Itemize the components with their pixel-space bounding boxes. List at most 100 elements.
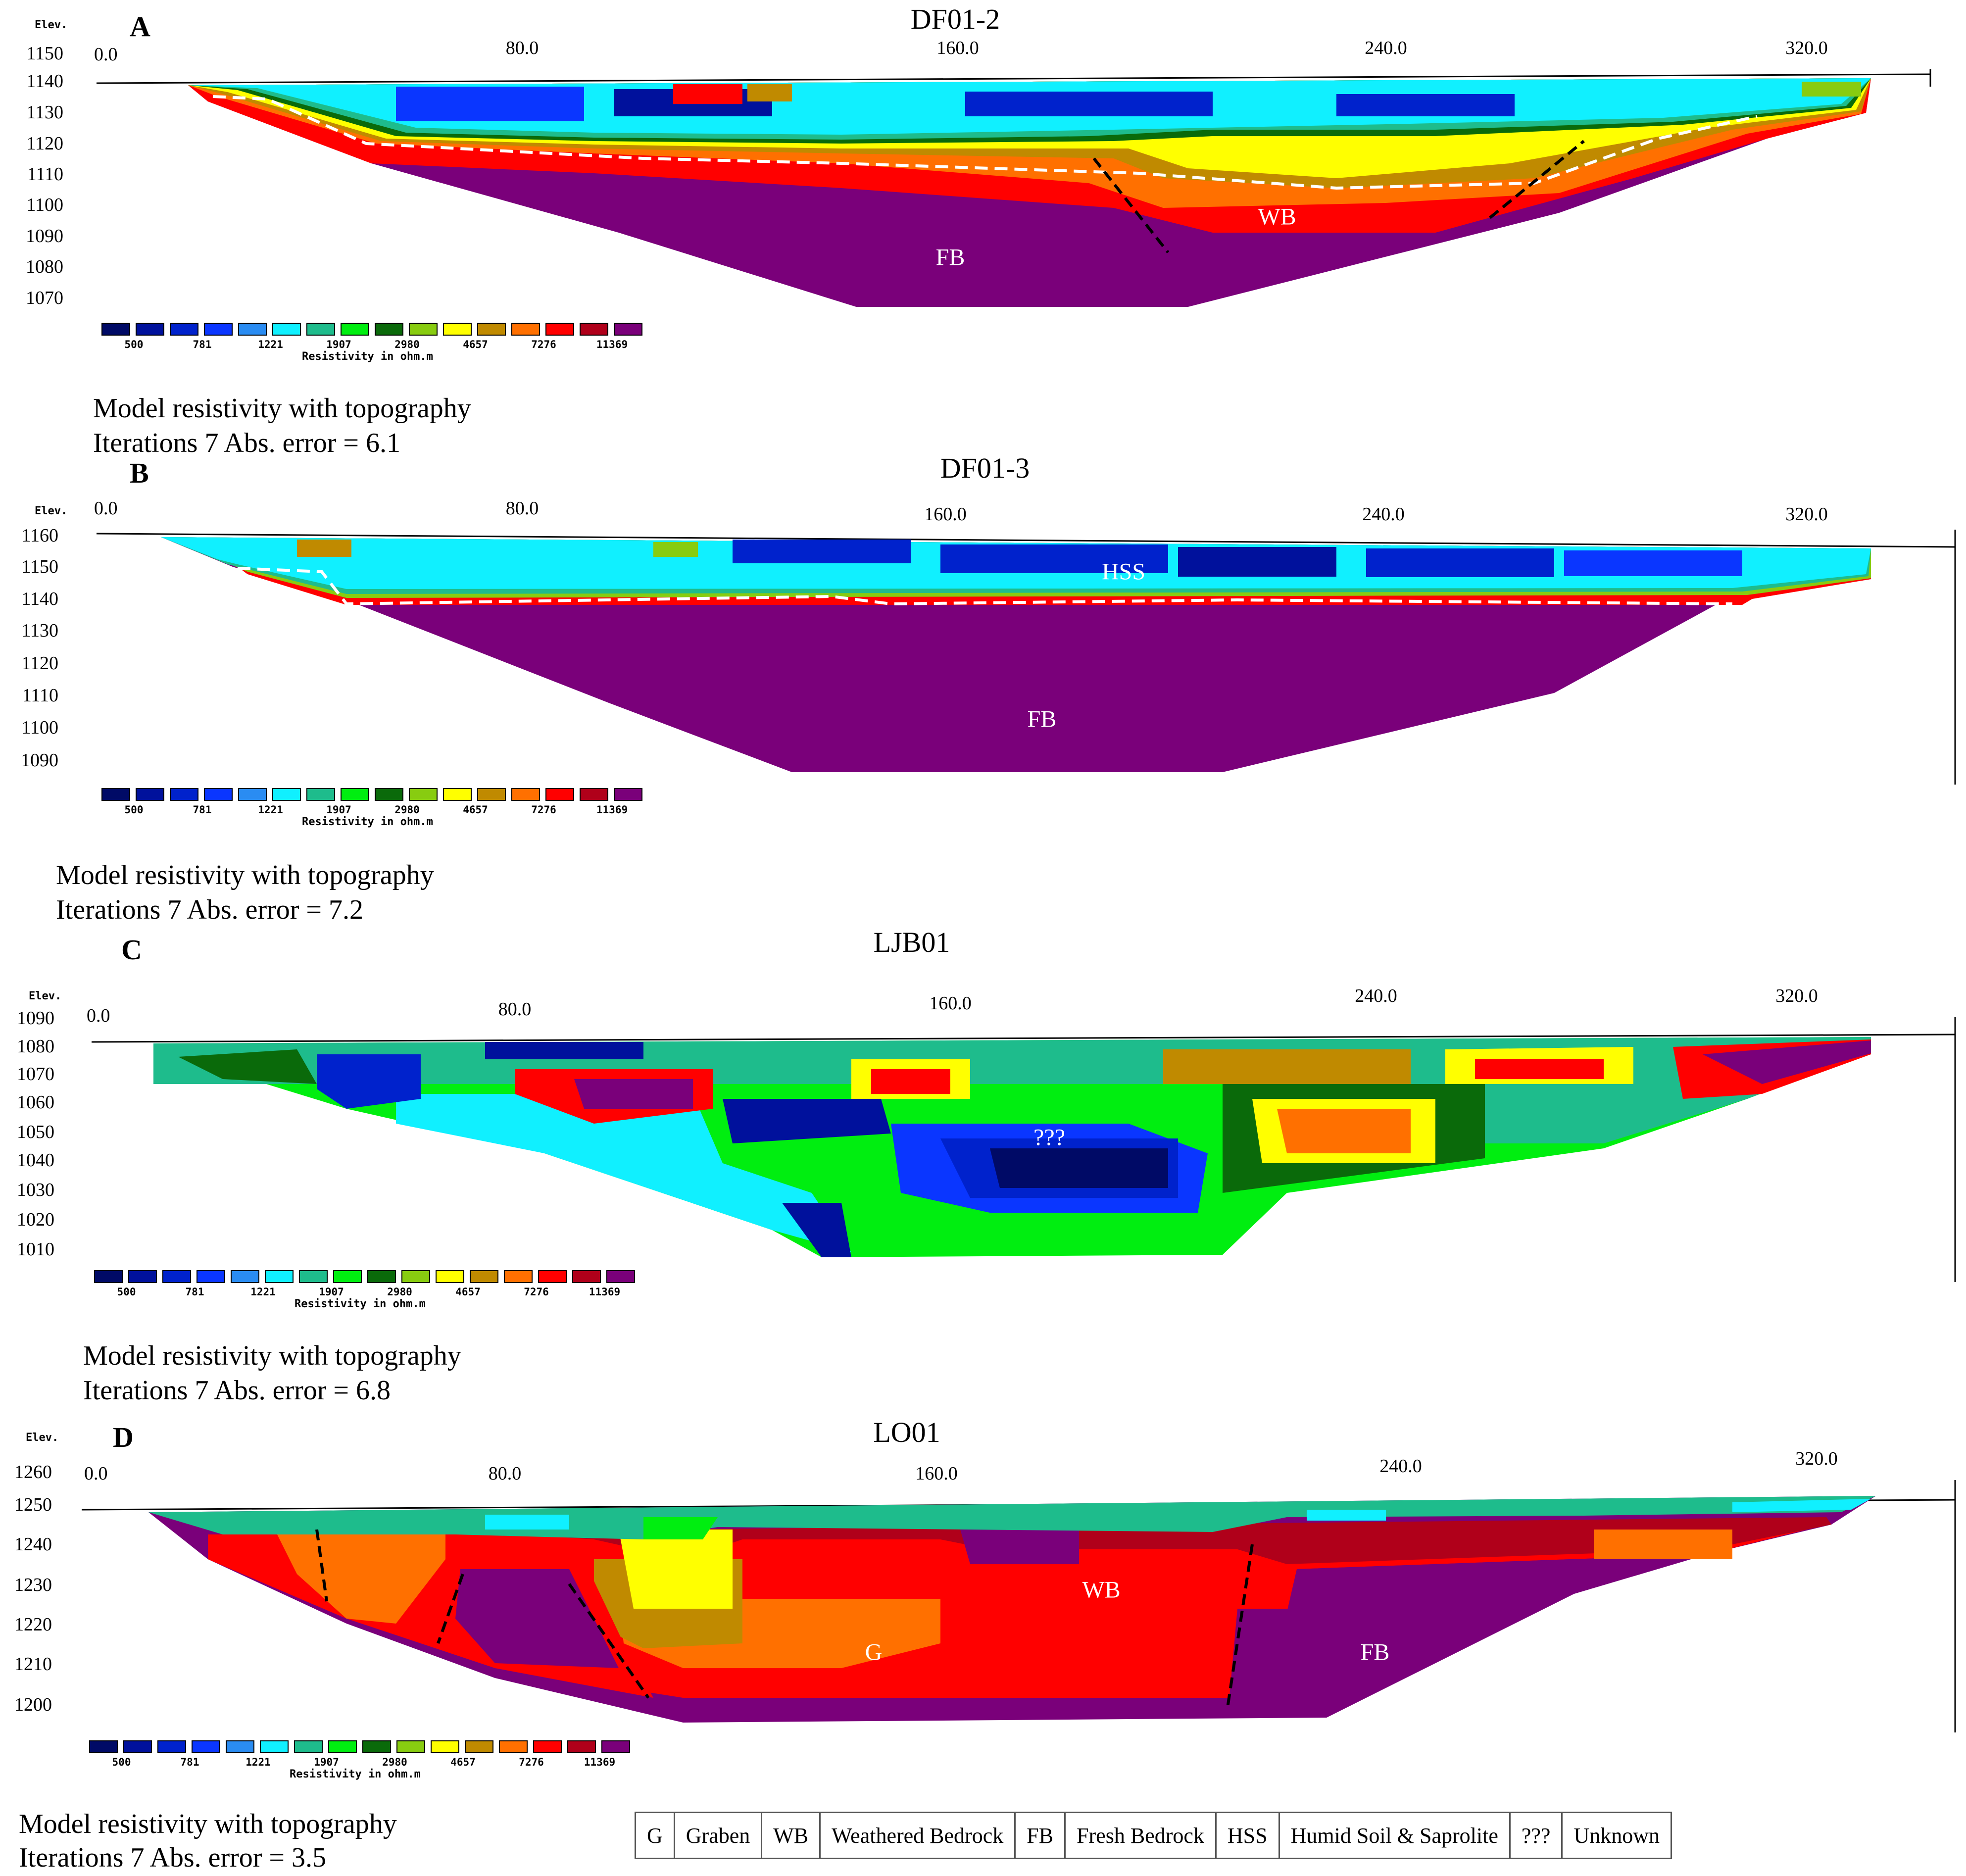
colorbar-swatch xyxy=(123,1740,152,1753)
boundary-line xyxy=(212,95,1758,190)
colorbar-tick: 1907 xyxy=(319,1286,344,1298)
colorbar-tick: 7276 xyxy=(531,339,556,350)
colorbar-swatch xyxy=(231,1270,259,1283)
colorbar-swatch xyxy=(265,1270,294,1283)
colorbar-swatch xyxy=(341,788,369,801)
colorbar-swatch xyxy=(170,323,198,336)
panel-title: LJB01 xyxy=(873,926,950,958)
panel-a: A DF01-2 Elev. 1150 1140 1130 1120 1110 … xyxy=(0,0,1966,465)
colorbar-swatch xyxy=(299,1270,328,1283)
colorbar-tick: 500 xyxy=(124,339,144,350)
y-tick: 1080 xyxy=(26,256,63,277)
legend-abbr: HSS xyxy=(1215,1812,1280,1859)
colorbar-tick: 11369 xyxy=(584,1756,616,1768)
colorbar-tick: 1907 xyxy=(326,339,351,350)
y-tick: 1210 xyxy=(14,1654,52,1675)
colorbar-swatch xyxy=(272,788,301,801)
caption-line-2: Iterations 7 Abs. error = 3.5 xyxy=(19,1842,327,1873)
colorbar-swatch xyxy=(443,323,472,336)
colorbar-swatch xyxy=(614,788,642,801)
y-tick: 1040 xyxy=(17,1150,54,1171)
y-tick: 1130 xyxy=(26,102,63,123)
colorbar-swatch xyxy=(470,1270,498,1283)
colorbar-tick: 500 xyxy=(117,1286,136,1298)
legend-abbr: ??? xyxy=(1509,1812,1563,1859)
fault-line xyxy=(568,1583,650,1699)
boundary-line xyxy=(237,567,1733,606)
x-tick: 0.0 xyxy=(94,44,118,65)
y-tick: 1080 xyxy=(17,1036,54,1057)
colorbar-swatch xyxy=(375,788,403,801)
y-tick: 1090 xyxy=(26,226,63,247)
panel-title: DF01-2 xyxy=(910,3,1000,35)
panel-title: LO01 xyxy=(873,1416,940,1448)
caption-line-2: Iterations 7 Abs. error = 6.8 xyxy=(83,1375,391,1406)
colorbar-swatch xyxy=(580,323,608,336)
colorbar-swatch xyxy=(567,1740,596,1753)
colorbar-tick: 781 xyxy=(193,339,212,350)
y-tick: 1090 xyxy=(17,1008,54,1029)
caption-line-1: Model resistivity with topography xyxy=(19,1809,397,1839)
legend-meaning: Weathered Bedrock xyxy=(819,1812,1016,1859)
x-tick: 0.0 xyxy=(87,1005,110,1026)
colorbar-swatch xyxy=(192,1740,220,1753)
legend-abbr: FB xyxy=(1014,1812,1066,1859)
panel-letter: A xyxy=(130,10,150,43)
fault-line xyxy=(1226,1544,1254,1708)
caption-line-2: Iterations 7 Abs. error = 7.2 xyxy=(56,894,364,925)
colorbar-swatch xyxy=(162,1270,191,1283)
y-tick: 1110 xyxy=(22,685,58,706)
y-tick: 1020 xyxy=(17,1209,54,1230)
colorbar-tick: 1221 xyxy=(250,1286,276,1298)
section-plot-d xyxy=(81,1480,1956,1732)
colorbar-tick: 1221 xyxy=(258,339,283,350)
colorbar-title: Resistivity in ohm.m xyxy=(290,1768,421,1780)
colorbar-swatch xyxy=(306,323,335,336)
colorbar-tick: 2980 xyxy=(394,339,420,350)
colorbar-tick: 2980 xyxy=(387,1286,412,1298)
legend-abbr: WB xyxy=(761,1812,821,1859)
y-tick: 1130 xyxy=(21,620,58,641)
y-tick: 1140 xyxy=(21,589,58,609)
colorbar-swatch xyxy=(170,788,198,801)
colorbar-tick: 781 xyxy=(180,1756,199,1768)
x-tick: 160.0 xyxy=(929,993,972,1014)
colorbar-tick: 1221 xyxy=(246,1756,271,1768)
panel-letter: C xyxy=(121,934,142,966)
zone-label-fb: FB xyxy=(1360,1639,1390,1666)
fault-line xyxy=(1092,157,1170,253)
colorbar-swatch xyxy=(465,1740,493,1753)
y-tick: 1030 xyxy=(17,1180,54,1200)
colorbar-swatch xyxy=(511,323,540,336)
y-tick: 1070 xyxy=(26,288,63,308)
y-tick: 1150 xyxy=(21,556,58,577)
colorbar-swatch xyxy=(238,323,267,336)
y-tick: 1100 xyxy=(21,717,58,738)
y-tick: 1240 xyxy=(14,1534,52,1555)
colorbar-tick: 11369 xyxy=(589,1286,621,1298)
legend-meaning: Graben xyxy=(673,1812,763,1859)
colorbar-swatch xyxy=(272,323,301,336)
fault-line xyxy=(1489,140,1585,219)
caption-line-1: Model resistivity with topography xyxy=(83,1340,461,1371)
x-tick: 80.0 xyxy=(498,999,532,1020)
y-tick: 1200 xyxy=(14,1694,52,1715)
section-plot-a xyxy=(96,69,1931,307)
colorbar-tick: 7276 xyxy=(524,1286,549,1298)
y-tick: 1230 xyxy=(14,1575,52,1595)
x-tick: 240.0 xyxy=(1379,1456,1422,1477)
colorbar-swatch xyxy=(409,788,438,801)
colorbar-swatch xyxy=(328,1740,357,1753)
colorbar-swatch xyxy=(333,1270,362,1283)
zone-label-hss: HSS xyxy=(1101,558,1146,585)
colorbar-swatch xyxy=(431,1740,459,1753)
x-tick: 0.0 xyxy=(94,498,118,519)
colorbar-swatch xyxy=(367,1270,396,1283)
x-tick: 320.0 xyxy=(1795,1448,1838,1469)
colorbar-swatch xyxy=(197,1270,225,1283)
colorbar-title: Resistivity in ohm.m xyxy=(295,1298,426,1310)
zone-label-g: G xyxy=(865,1639,883,1666)
colorbar-tick: 1907 xyxy=(326,804,351,816)
x-tick: 320.0 xyxy=(1785,504,1828,525)
colorbar-swatch xyxy=(157,1740,186,1753)
